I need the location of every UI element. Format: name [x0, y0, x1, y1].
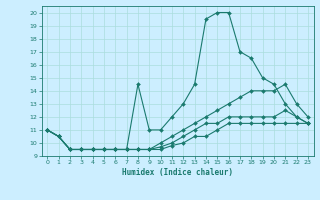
X-axis label: Humidex (Indice chaleur): Humidex (Indice chaleur)	[122, 168, 233, 177]
